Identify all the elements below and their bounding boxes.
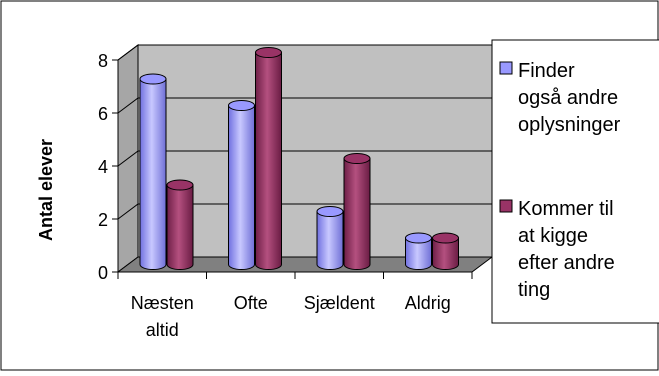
bar-top	[255, 47, 282, 58]
x-tick-label: Sjældent	[304, 293, 375, 313]
gridline	[117, 44, 492, 61]
legend-label: Finder	[518, 60, 575, 82]
bar	[432, 232, 459, 270]
y-tick-label: 6	[98, 104, 108, 124]
legend-label: ting	[518, 279, 550, 301]
y-tick-label: 0	[98, 263, 108, 283]
bar-top	[432, 232, 459, 244]
x-tick-label: Næsten	[131, 293, 194, 313]
gridline	[117, 97, 492, 114]
legend-label: at kigge	[518, 225, 588, 247]
bar-body	[432, 237, 459, 270]
bar	[255, 47, 282, 270]
legend-label: oplysninger	[518, 114, 621, 136]
legend-swatch	[499, 61, 513, 75]
bar-top	[228, 100, 255, 111]
legend-label: Kommer til	[518, 198, 614, 220]
bar-body	[405, 237, 432, 270]
bar-top	[316, 206, 344, 217]
bar-body	[139, 78, 167, 270]
bar	[343, 153, 371, 270]
legend-box	[491, 39, 659, 324]
bar-body	[228, 105, 255, 270]
bar-top	[166, 179, 194, 191]
bar-top	[343, 153, 371, 164]
bar-top	[139, 73, 167, 85]
legend-swatch	[499, 199, 513, 213]
bar-body	[166, 184, 194, 270]
gridline	[117, 150, 492, 167]
bar-body	[255, 52, 282, 270]
bar	[228, 100, 255, 270]
bar	[316, 206, 344, 270]
legend-label: efter andre	[518, 252, 615, 274]
bar-body	[316, 211, 344, 270]
y-axis-label: Antal elever	[36, 139, 56, 241]
x-tick-label: Aldrig	[405, 293, 451, 313]
y-tick-label: 4	[98, 157, 108, 177]
x-tick-label: Ofte	[234, 293, 268, 313]
bar-body	[343, 158, 371, 270]
bar	[405, 232, 432, 270]
bar	[166, 179, 194, 270]
gridline	[117, 203, 492, 220]
legend-label: også andre	[518, 87, 618, 109]
x-tick-label: altid	[146, 320, 179, 340]
bar	[139, 73, 167, 270]
y-tick-label: 2	[98, 210, 108, 230]
y-tick-label: 8	[98, 51, 108, 71]
bar-top	[405, 232, 432, 244]
